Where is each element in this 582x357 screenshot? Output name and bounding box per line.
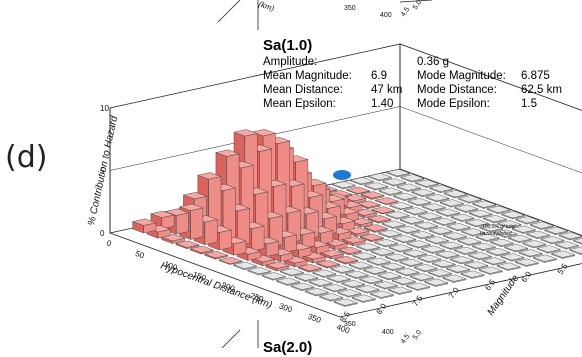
bottom-panel-tick: 4.5 [400,333,411,345]
zero-bin [559,232,582,240]
top-panel-tick: 400 [380,12,392,19]
bottom-panel-tick: 400 [382,329,394,336]
hazard-note: 100.0% of total [482,224,516,230]
mean-epsilon-value: 1.40 [371,97,417,111]
mean-magnitude-value: 6.9 [371,69,417,83]
bottom-panel-axis-edge [222,330,240,348]
zero-bin [388,287,411,295]
x-tick-label: 300 [278,301,294,314]
mean-distance-label: Mean Distance: [263,83,371,97]
amplitude-row: Amplitude: 0.36 g [263,55,571,69]
panel-label: (d) [5,140,47,175]
bar-top-face [347,187,370,194]
x-tick-label: 50 [134,249,146,261]
y-tick-label: 6.0 [520,269,534,284]
zero-bin [334,299,357,307]
mode-magnitude-label: Mode Magnitude: [417,69,521,83]
bar-top-face [375,197,398,204]
bar-side-face [176,213,188,234]
zero-bin [479,267,502,275]
x-tick-label: 0 [105,238,113,248]
zero-bin [332,181,355,189]
z-tick-label: 0 [100,229,105,238]
y-tick-label: 8.0 [375,301,389,316]
bottom-panel-tick: 5.0 [412,329,423,341]
zero-bin [497,263,520,271]
mode-magnitude-value: 6.875 [521,69,571,83]
bar-side-face [252,226,264,251]
bar-side-face [205,220,217,245]
magnitude-row: Mean Magnitude: 6.9 Mode Magnitude: 6.87… [263,69,571,83]
hazard-bar [375,197,398,204]
y-tick-label: 7.0 [447,285,461,300]
mean-magnitude-label: Mean Magnitude: [263,69,371,83]
zero-bin [533,255,556,263]
bar-top-face [219,257,242,264]
mode-distance-value: 62.5 km [521,83,571,97]
mean-epsilon-label: Mean Epsilon: [263,97,371,111]
top-panel-tick: 350 [344,5,356,12]
zero-bin [370,291,393,299]
mode-epsilon-label: Mode Epsilon: [417,97,521,111]
epsilon-row: Mean Epsilon: 1.40 Mode Epsilon: 1.5 [263,97,571,111]
bottom-panel-tick: 350 [344,321,356,328]
bar-side-face [284,235,296,253]
amplitude-value: 0.36 g [417,55,449,69]
y-tick-label: 6.5 [483,277,497,292]
y-tick-label: 5.5 [556,261,570,276]
top-panel-tick: 5.0 [412,0,423,11]
stats-title: Sa(1.0) [263,36,571,55]
top-panel-axis-edge [218,0,240,22]
bar-side-face [191,208,203,240]
top-panel-tick: (km) [257,0,275,13]
distance-row: Mean Distance: 47 km Mode Distance: 62.5… [263,83,571,97]
stats-box: Sa(1.0) Amplitude: 0.36 g Mean Magnitude… [263,36,571,111]
zero-bin [352,295,375,303]
zero-bin [425,279,448,287]
z-gridline [400,107,582,191]
zero-bin [461,271,484,279]
z-axis-title: % Contribution to Hazard [86,115,120,227]
mode-epsilon-value: 1.5 [521,97,571,111]
bar-side-face [219,230,231,250]
x-tick-label: 350 [307,312,323,325]
z-tick-label: 10 [100,104,109,113]
top-panel-tick: 4.5 [400,6,411,18]
amplitude-label: Amplitude: [263,55,417,69]
mean-marker [333,170,351,180]
y-tick-label: 7.5 [411,293,425,308]
hazard-note: hazard plotted [480,231,512,237]
zero-bin [515,259,538,267]
zero-bin [552,251,575,259]
mean-distance-value: 47 km [371,83,417,97]
zero-bin [407,283,430,291]
zero-bin [443,275,466,283]
mode-distance-label: Mode Distance: [417,83,521,97]
